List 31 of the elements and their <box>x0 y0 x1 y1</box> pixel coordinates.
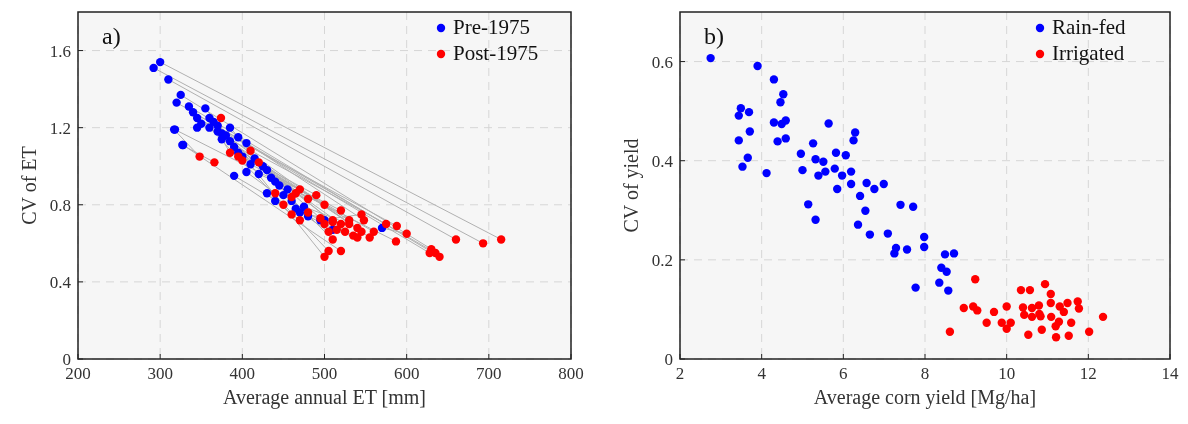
x-axis-title: Average annual ET [mm] <box>222 386 427 409</box>
y-tick-label: 0 <box>664 350 673 369</box>
x-tick-label: 4 <box>757 364 767 383</box>
x-tick-label: 800 <box>558 364 584 383</box>
x-tick-label: 14 <box>1161 364 1179 383</box>
x-tick-label: 2 <box>675 364 685 383</box>
y-tick-label: 0.6 <box>651 52 673 72</box>
y-axis-title: CV of yield <box>620 138 643 233</box>
x-tick-label: 10 <box>998 364 1016 383</box>
y-tick-label: 1.6 <box>49 41 71 61</box>
x-tick-label: 6 <box>839 364 848 383</box>
y-tick-label: 0.2 <box>651 250 673 270</box>
text: b) <box>704 23 724 49</box>
y-tick-label: 0.4 <box>49 272 72 292</box>
legend-label: Irrigated <box>1052 41 1125 65</box>
y-axis-title: CV of ET <box>18 146 40 225</box>
legend-label: Post-1975 <box>453 41 539 65</box>
x-tick-label: 500 <box>311 364 338 383</box>
x-tick-label: 8 <box>920 364 930 383</box>
x-tick-label: 400 <box>229 364 256 383</box>
y-tick-label: 1.2 <box>49 118 71 138</box>
x-axis-title: Average corn yield [Mg/ha] <box>813 386 1037 409</box>
legend-label: Rain-fed <box>1052 15 1126 39</box>
y-tick-label: 0.4 <box>651 151 674 171</box>
y-tick-label: 0.8 <box>49 195 71 215</box>
x-tick-label: 700 <box>476 364 502 383</box>
legend-label: Pre-1975 <box>453 15 530 39</box>
x-tick-label: 12 <box>1079 364 1097 383</box>
x-tick-label: 600 <box>393 364 420 383</box>
chart-title: a) <box>102 23 121 49</box>
x-tick-label: 300 <box>147 364 173 383</box>
